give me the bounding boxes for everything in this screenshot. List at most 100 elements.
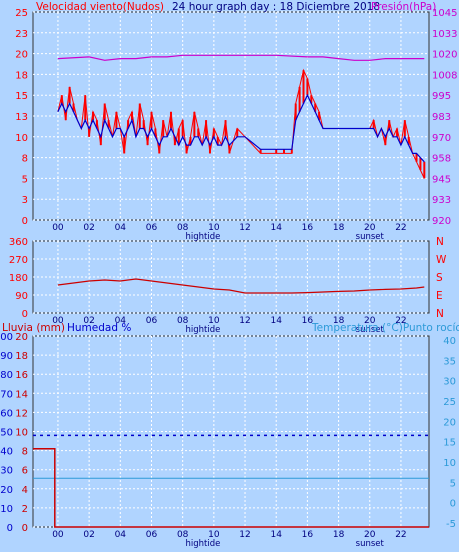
rain-y-tick-label: 6 — [22, 466, 28, 477]
temperature-y-tick-label: 5 — [450, 478, 456, 489]
x-tick-label: 02 — [83, 316, 94, 326]
wind-y-tick-label: 3 — [22, 195, 28, 206]
direction-y-tick-label: 270 — [9, 255, 28, 266]
humidity-y-tick-label: 30 — [0, 466, 13, 477]
rain-y-tick-label: 18 — [15, 351, 28, 362]
x-tick-label: 12 — [239, 223, 250, 233]
x-tick-label: 00 — [52, 223, 64, 233]
x-tick-label: 04 — [115, 223, 127, 233]
x-tick-label: 12 — [239, 530, 250, 540]
x-tick-label: 08 — [177, 316, 189, 326]
direction-y-tick-label: 360 — [9, 237, 28, 248]
compass-y-tick-label: E — [436, 290, 443, 302]
x-tick-label: 10 — [208, 316, 220, 326]
x-tick-label: 16 — [302, 530, 314, 540]
x-tick-label: 08 — [177, 530, 189, 540]
x-tick-label: 08 — [177, 223, 189, 233]
humidity-axis-label: Humedad % — [67, 322, 131, 334]
direction-y-tick-label: 180 — [9, 273, 28, 284]
rain-y-tick-label: 16 — [15, 370, 28, 381]
x-tick-label: 16 — [302, 316, 314, 326]
rain-y-tick-label: 2 — [22, 504, 28, 515]
wind-y-tick-label: 18 — [15, 70, 28, 81]
x-marker-label: sunset — [356, 232, 385, 242]
data-series — [33, 54, 429, 528]
pressure-y-tick-label: 983 — [432, 112, 451, 123]
pressure-y-tick-label: 1020 — [432, 50, 457, 61]
temperature-y-tick-label: 15 — [443, 438, 456, 449]
wind-y-tick-label: 15 — [15, 91, 28, 102]
humidity-y-tick-label: 20 — [0, 485, 13, 496]
pressure-y-tick-label: 970 — [432, 133, 451, 144]
x-marker-label: hightide — [186, 232, 221, 242]
x-tick-label: 06 — [146, 530, 158, 540]
x-tick-label: 20 — [364, 223, 376, 233]
x-tick-label: 16 — [302, 223, 314, 233]
pressure-y-tick-label: 1033 — [432, 29, 457, 40]
x-tick-label: 18 — [333, 530, 345, 540]
x-tick-label: 10 — [208, 223, 220, 233]
pressure-y-tick-label: 945 — [432, 174, 451, 185]
x-tick-label: 10 — [208, 530, 220, 540]
x-tick-label: 00 — [52, 316, 64, 326]
x-tick-label: 14 — [270, 223, 282, 233]
x-tick-label: 20 — [364, 530, 376, 540]
temperature-y-tick-label: 20 — [443, 417, 456, 428]
x-marker-label: sunset — [356, 325, 385, 335]
wind-y-tick-label: 8 — [22, 154, 28, 165]
x-tick-label: 00 — [52, 530, 64, 540]
x-tick-label: 02 — [83, 223, 94, 233]
wind-y-tick-label: 13 — [15, 112, 28, 123]
grid-lines — [33, 11, 429, 528]
humidity-y-tick-label: 80 — [0, 370, 13, 381]
humidity-y-tick-label: 50 — [0, 428, 13, 439]
temperature-y-tick-label: 0 — [450, 499, 456, 510]
rain-y-tick-label: 14 — [15, 389, 28, 400]
x-marker-label: hightide — [186, 539, 221, 549]
rain-y-tick-label: 4 — [22, 485, 28, 496]
temperature-y-tick-label: 30 — [443, 377, 456, 388]
pressure-y-tick-label: 1008 — [432, 70, 457, 81]
rain-y-tick-label: 20 — [15, 332, 28, 343]
humidity-y-tick-label: 90 — [0, 351, 13, 362]
x-tick-label: 06 — [146, 223, 158, 233]
x-tick-label: 20 — [364, 316, 376, 326]
rain-y-tick-label: 10 — [15, 428, 28, 439]
x-tick-label: 14 — [270, 316, 282, 326]
direction-y-tick-label: 90 — [15, 291, 28, 302]
x-tick-label: 12 — [239, 316, 250, 326]
rain-line — [33, 447, 429, 528]
pressure-y-tick-label: 933 — [432, 195, 451, 206]
x-marker-label: hightide — [186, 325, 221, 335]
pressure-y-tick-label: 920 — [432, 216, 451, 227]
rain-y-tick-label: 8 — [22, 447, 28, 458]
temperature-y-tick-label: 25 — [443, 397, 456, 408]
pressure-y-tick-label: 995 — [432, 91, 451, 102]
wind-y-tick-label: 0 — [22, 216, 28, 227]
humidity-y-tick-label: 100 — [0, 332, 13, 343]
direction-y-tick-label: 0 — [22, 309, 28, 320]
compass-y-tick-label: N — [436, 236, 444, 248]
x-tick-label: 22 — [395, 316, 406, 326]
x-tick-label: 06 — [146, 316, 158, 326]
wind-speed-line — [57, 93, 425, 163]
x-tick-label: 18 — [333, 316, 345, 326]
wind-y-tick-label: 5 — [22, 174, 28, 185]
wind-y-tick-label: 23 — [15, 29, 28, 40]
compass-y-tick-label: N — [436, 308, 444, 320]
humidity-y-tick-label: 70 — [0, 389, 13, 400]
humidity-y-tick-label: 10 — [0, 504, 13, 515]
humidity-y-tick-label: 60 — [0, 408, 13, 419]
humidity-y-tick-label: 0 — [7, 523, 13, 534]
wind-y-tick-label: 20 — [15, 50, 28, 61]
x-tick-label: 02 — [83, 530, 94, 540]
x-tick-label: 04 — [115, 530, 127, 540]
pressure-y-tick-label: 1045 — [432, 8, 457, 19]
chart-title: 24 hour graph day : 18 Diciembre 2018 — [172, 1, 380, 13]
x-tick-label: 04 — [115, 316, 127, 326]
gust-line — [57, 68, 425, 179]
humidity-y-tick-label: 40 — [0, 447, 13, 458]
